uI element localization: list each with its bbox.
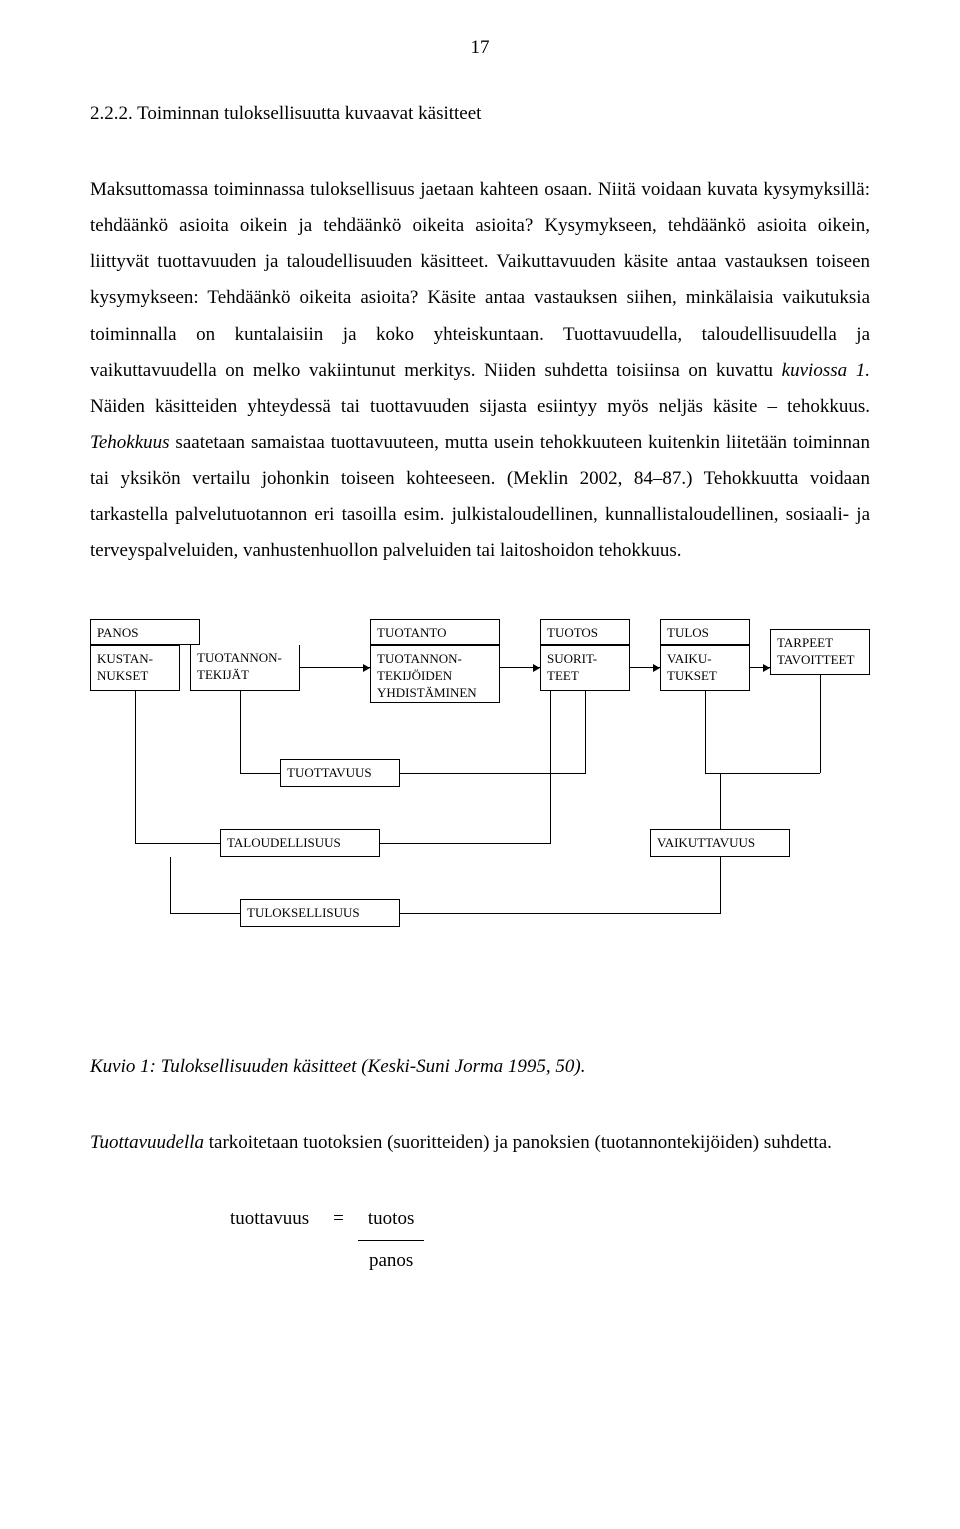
body-paragraph-2: Tuottavuudella tarkoitetaan tuotoksien (… bbox=[90, 1125, 870, 1161]
figure-caption: Kuvio 1: Tuloksellisuuden käsitteet (Kes… bbox=[90, 1049, 870, 1085]
connector bbox=[300, 667, 370, 668]
page-number: 17 bbox=[90, 30, 870, 66]
connector bbox=[720, 857, 721, 913]
box-tarpeet: TARPEET TAVOITTEET bbox=[770, 629, 870, 675]
connector bbox=[170, 913, 240, 914]
formula-numerator: tuotos bbox=[358, 1201, 424, 1240]
box-taloudellisuus: TALOUDELLISUUS bbox=[220, 829, 380, 857]
connector bbox=[400, 773, 586, 774]
box-tulos-header: TULOS bbox=[660, 619, 750, 645]
formula-lhs: tuottavuus bbox=[230, 1201, 319, 1237]
formula: tuottavuus = tuotos panos bbox=[230, 1201, 870, 1278]
box-suoritteet: SUORIT- TEET bbox=[540, 645, 630, 691]
body-paragraph: Maksuttomassa toiminnassa tuloksellisuus… bbox=[90, 172, 870, 569]
box-tuotos-header: TUOTOS bbox=[540, 619, 630, 645]
box-kustannukset: KUSTAN- NUKSET bbox=[90, 645, 180, 691]
connector bbox=[170, 857, 171, 913]
connector bbox=[240, 773, 280, 774]
connector bbox=[135, 843, 220, 844]
box-tuotanto-header: TUOTANTO bbox=[370, 619, 500, 645]
box-vaikuttavuus: VAIKUTTAVUUS bbox=[650, 829, 790, 857]
arrow-icon bbox=[653, 664, 660, 672]
connector bbox=[240, 691, 241, 773]
box-tuotannontekijat: TUOTANNON- TEKIJÄT bbox=[190, 645, 300, 691]
connector bbox=[820, 675, 821, 773]
formula-denominator: panos bbox=[358, 1241, 424, 1279]
connector bbox=[380, 843, 551, 844]
arrow-icon bbox=[363, 664, 370, 672]
formula-equals: = bbox=[319, 1201, 358, 1237]
box-tuotannontekijoiden: TUOTANNON- TEKIJÖIDEN YHDISTÄMINEN bbox=[370, 645, 500, 703]
connector bbox=[720, 773, 721, 829]
connector bbox=[135, 691, 136, 843]
connector bbox=[550, 691, 551, 843]
connector bbox=[400, 913, 721, 914]
box-vaikutukset: VAIKU- TUKSET bbox=[660, 645, 750, 691]
arrow-icon bbox=[763, 664, 770, 672]
connector bbox=[705, 773, 820, 774]
concept-diagram: PANOS KUSTAN- NUKSET TUOTANNON- TEKIJÄT … bbox=[90, 619, 870, 989]
box-tuloksellisuus: TULOKSELLISUUS bbox=[240, 899, 400, 927]
arrow-icon bbox=[533, 664, 540, 672]
connector bbox=[705, 691, 706, 773]
section-heading: 2.2.2. Toiminnan tuloksellisuutta kuvaav… bbox=[90, 96, 870, 132]
box-panos-header: PANOS bbox=[90, 619, 200, 645]
connector bbox=[585, 691, 586, 773]
box-tuottavuus: TUOTTAVUUS bbox=[280, 759, 400, 787]
